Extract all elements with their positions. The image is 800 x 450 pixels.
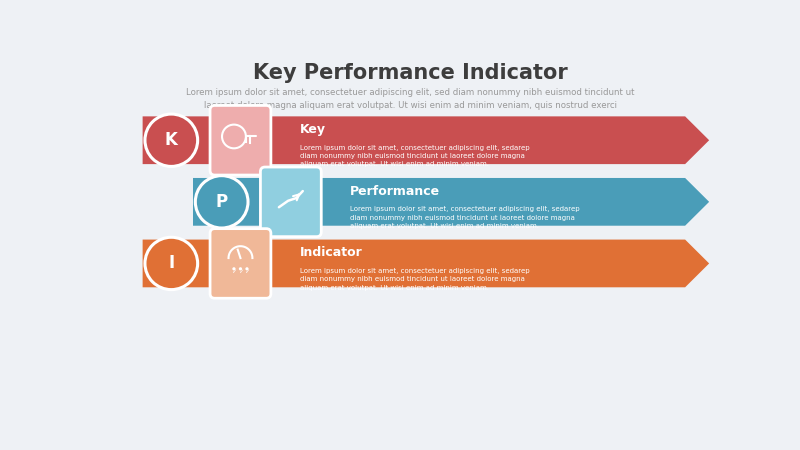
Polygon shape	[142, 117, 709, 164]
Text: P: P	[216, 193, 228, 211]
Text: Performance: Performance	[350, 184, 441, 198]
Text: Lorem ipsum dolor sit amet, consectetuer adipiscing elit, sedarep
diam nonummy n: Lorem ipsum dolor sit amet, consectetuer…	[350, 207, 580, 229]
Text: Indicator: Indicator	[300, 246, 362, 259]
FancyBboxPatch shape	[210, 229, 271, 298]
Polygon shape	[193, 178, 709, 226]
Text: ✓: ✓	[244, 270, 250, 274]
Circle shape	[195, 176, 248, 228]
Circle shape	[232, 267, 235, 270]
Circle shape	[145, 237, 198, 290]
Text: I: I	[168, 254, 174, 272]
Circle shape	[246, 267, 249, 270]
Text: Lorem ipsum dolor sit amet, consectetuer adipiscing elit, sed diam nonummy nibh : Lorem ipsum dolor sit amet, consectetuer…	[186, 88, 634, 110]
Text: K: K	[165, 131, 178, 149]
Text: Key: Key	[300, 123, 326, 136]
Circle shape	[239, 267, 242, 270]
Text: Lorem ipsum dolor sit amet, consectetuer adipiscing elit, sedarep
diam nonummy n: Lorem ipsum dolor sit amet, consectetuer…	[300, 145, 530, 167]
Text: Lorem ipsum dolor sit amet, consectetuer adipiscing elit, sedarep
diam nonummy n: Lorem ipsum dolor sit amet, consectetuer…	[300, 268, 530, 291]
Text: Key Performance Indicator: Key Performance Indicator	[253, 63, 567, 83]
Text: ✓: ✓	[231, 270, 237, 274]
Circle shape	[145, 114, 198, 166]
Text: ✓: ✓	[238, 270, 243, 274]
FancyBboxPatch shape	[261, 167, 322, 237]
FancyBboxPatch shape	[210, 105, 271, 175]
Polygon shape	[142, 239, 709, 287]
